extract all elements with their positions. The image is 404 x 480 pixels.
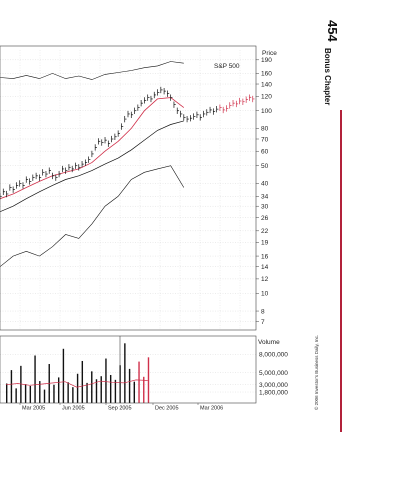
volume-bar: [128, 368, 131, 403]
price-tick-label: 40: [261, 181, 269, 188]
volume-tick-label: 1,800,000: [259, 389, 288, 396]
price-tick-label: 7: [261, 319, 265, 326]
volume-bar: [29, 385, 32, 403]
price-tick-label: 50: [261, 163, 269, 170]
price-tick-label: 19: [261, 240, 269, 247]
chart-axes: 190 160 140 120 100 80 70 60 50 40 34 30 26 22 19 16 14 1…: [0, 45, 288, 412]
volume-bar: [105, 358, 107, 403]
volume-bar: [43, 389, 46, 403]
volume-bar: [109, 374, 112, 403]
volume-bar: [6, 383, 8, 403]
chart-grid: [0, 50, 256, 393]
page-number: 454: [325, 20, 340, 42]
price-tick-label: 30: [261, 204, 269, 211]
price-tick-label: 60: [261, 149, 269, 156]
volume-bar: [67, 382, 69, 403]
x-tick-label: Jun 2005: [62, 406, 85, 412]
slow-moving-average-line: [0, 120, 184, 213]
volume-bar: [81, 360, 84, 403]
price-tick-label: 22: [261, 228, 269, 235]
volume-bar: [114, 379, 117, 403]
price-tick-label: 190: [261, 57, 272, 64]
x-tick-label: Mar 2006: [200, 406, 223, 412]
volume-tick-label: 5,000,000: [259, 370, 288, 377]
volume-bar: [72, 387, 74, 403]
volume-bar: [138, 361, 140, 403]
copyright-notice: © 2006 Investor's Business Daily, Inc.: [313, 335, 319, 410]
volume-bar: [95, 379, 98, 403]
x-tick-label: Sep 2005: [108, 406, 132, 412]
volume-tick-label: 8,000,000: [259, 352, 288, 359]
price-tick-label: 80: [261, 126, 269, 133]
volume-bar: [39, 381, 41, 403]
price-tick-label: 140: [261, 81, 272, 88]
volume-bar: [147, 357, 150, 403]
price-tick-label: 120: [261, 94, 272, 101]
volume-panel: [5, 343, 150, 403]
volume-bar: [15, 388, 17, 403]
price-tick-label: 160: [261, 71, 272, 78]
price-tick-label: 12: [261, 276, 269, 283]
price-tick-label: 8: [261, 308, 265, 315]
x-tick-label: Mar 2005: [22, 406, 45, 412]
price-tick-label: 26: [261, 215, 269, 222]
volume-bar: [76, 373, 79, 403]
sp500-label: S&P 500: [214, 63, 240, 70]
fast-moving-average-line: [0, 97, 185, 200]
volume-bar: [34, 355, 36, 403]
x-tick-label: Dec 2005: [155, 406, 179, 412]
chapter-title: Bonus Chapter: [323, 48, 332, 105]
price-tick-label: 16: [261, 253, 269, 260]
relative-strength-line: [0, 165, 185, 267]
volume-bar: [53, 384, 55, 403]
page-margin-rule: [340, 110, 342, 432]
price-axis-label: Price: [262, 50, 277, 57]
price-tick-label: 100: [261, 108, 272, 115]
volume-bar: [86, 382, 88, 403]
price-frame: [0, 45, 257, 331]
volume-bar: [100, 376, 102, 403]
price-panel: [0, 61, 255, 267]
volume-bar: [10, 370, 13, 403]
volume-axis-label: Volume: [258, 339, 280, 346]
price-tick-label: 14: [261, 264, 269, 271]
volume-bar: [62, 348, 65, 403]
volume-bar: [57, 377, 60, 403]
volume-bar: [20, 365, 22, 403]
volume-tick-label: 3,000,000: [259, 382, 288, 389]
price-tick-label: 34: [261, 194, 269, 201]
volume-bar: [143, 376, 145, 403]
price-tick-label: 10: [261, 291, 269, 298]
volume-bar: [24, 384, 27, 403]
price-tick-label: 70: [261, 136, 269, 143]
volume-frame: [0, 335, 257, 404]
volume-average-line: [5, 379, 148, 388]
volume-bar: [91, 371, 93, 403]
sp500-line: [0, 61, 184, 80]
volume-bar: [133, 381, 136, 403]
volume-bar: [124, 343, 126, 403]
